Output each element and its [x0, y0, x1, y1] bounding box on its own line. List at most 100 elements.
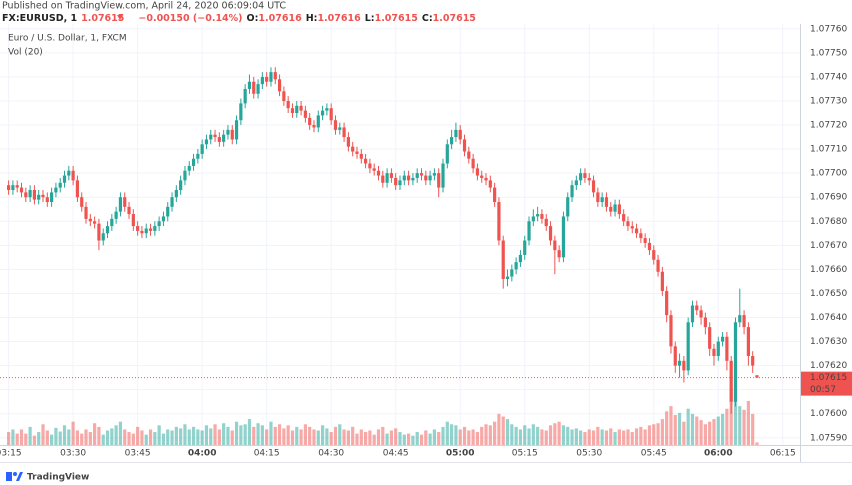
candle-body	[462, 139, 467, 152]
volume-bar	[441, 426, 445, 445]
candle-body	[441, 163, 445, 188]
volume-bar	[372, 434, 376, 445]
candle-body	[204, 139, 209, 145]
volume-bar	[712, 419, 716, 445]
volume-bar	[75, 430, 80, 445]
candle-body	[695, 305, 699, 311]
volume-bar	[729, 388, 733, 445]
volume-bar	[157, 425, 161, 445]
volume-bar	[458, 429, 462, 445]
volume-bar	[200, 430, 204, 445]
volume-bar	[136, 426, 140, 445]
candle-body	[226, 129, 230, 135]
last-price: 1.07615	[81, 13, 124, 24]
volume-bar	[703, 424, 707, 445]
candle-body	[217, 137, 221, 142]
volume-bar	[708, 421, 712, 445]
volume-bar	[252, 426, 256, 445]
volume-bar	[742, 409, 746, 445]
volume-bar	[514, 426, 518, 445]
volume-bar	[630, 432, 634, 445]
volume-bar	[325, 428, 329, 445]
volume-bar	[450, 424, 454, 445]
volume-bar	[277, 424, 282, 445]
volume-bar	[37, 432, 41, 445]
candle-body	[32, 189, 37, 200]
candle-body	[677, 360, 682, 366]
candle-body	[338, 127, 342, 130]
candle-body	[656, 259, 660, 272]
volume-bar	[493, 421, 497, 445]
symbol-line: FX:EURUSD, 1 1.07615 −0.00150 (−0.14%) O:1.…	[2, 13, 476, 24]
volume-bar	[518, 429, 523, 445]
volume-bar	[93, 423, 97, 445]
volume-bar	[591, 430, 596, 445]
volume-bar	[432, 429, 437, 445]
candle-body	[54, 187, 58, 193]
volume-bar	[191, 426, 196, 445]
volume-bar	[140, 430, 144, 445]
volume-bar	[19, 429, 24, 445]
volume-bar	[600, 429, 604, 445]
candle-body	[536, 214, 540, 217]
candle-body	[600, 197, 604, 203]
candle-body	[445, 144, 449, 164]
volume-bar	[484, 424, 488, 445]
candle-body	[708, 327, 712, 349]
candle-body	[84, 206, 88, 219]
volume-bar	[725, 408, 729, 445]
candle-body	[510, 269, 514, 277]
volume-bar	[626, 429, 630, 445]
volume-bar	[587, 429, 591, 445]
volume-bar	[604, 430, 609, 445]
volume-layer	[7, 388, 759, 445]
volume-bar	[260, 425, 264, 445]
volume-bar	[669, 406, 673, 445]
candle-body	[540, 214, 544, 219]
volume-bar	[346, 430, 350, 445]
volume-bar	[531, 424, 535, 445]
candle-body	[101, 233, 105, 241]
volume-bar	[15, 433, 19, 445]
volume-bar	[480, 426, 484, 445]
volume-bar	[596, 426, 600, 445]
y-tick-label: 1.07600	[810, 409, 847, 419]
candle-body	[148, 228, 153, 231]
down-arrow	[117, 15, 123, 20]
volume-bar	[660, 419, 664, 445]
candle-body	[712, 348, 716, 356]
candle-body	[28, 189, 32, 198]
candle-body	[566, 197, 570, 217]
chart-title: Euro / U.S. Dollar, 1, FXCM	[8, 34, 127, 44]
volume-bar	[363, 432, 368, 445]
volume-bar	[695, 416, 699, 445]
volume-bar	[428, 433, 432, 445]
candle-body	[729, 360, 733, 402]
candle-body	[686, 322, 690, 371]
y-tick-label: 1.07700	[810, 169, 847, 179]
change: −0.00150 (−0.14%)	[138, 13, 242, 24]
candle-body	[303, 110, 307, 118]
candle-body	[407, 175, 411, 181]
candle-body	[161, 216, 166, 222]
volume-bar	[222, 423, 226, 445]
volume-bar	[80, 433, 84, 445]
candle-body	[80, 197, 84, 207]
candle-body	[493, 187, 497, 203]
candle-body	[381, 175, 385, 183]
volume-bar	[376, 429, 381, 445]
candle-body	[316, 115, 320, 128]
volume-bar	[553, 423, 557, 445]
volume-bar	[118, 421, 123, 445]
candle-body	[312, 125, 316, 128]
volume-bar	[445, 421, 449, 445]
x-tick-label: 04:45	[383, 449, 409, 459]
candle-body	[643, 238, 647, 243]
volume-bar	[269, 421, 273, 445]
candle-body	[660, 271, 664, 292]
y-tick-label: 1.07670	[810, 241, 847, 251]
candle-body	[110, 218, 114, 227]
candle-body	[140, 230, 144, 234]
candle-body	[105, 226, 110, 234]
